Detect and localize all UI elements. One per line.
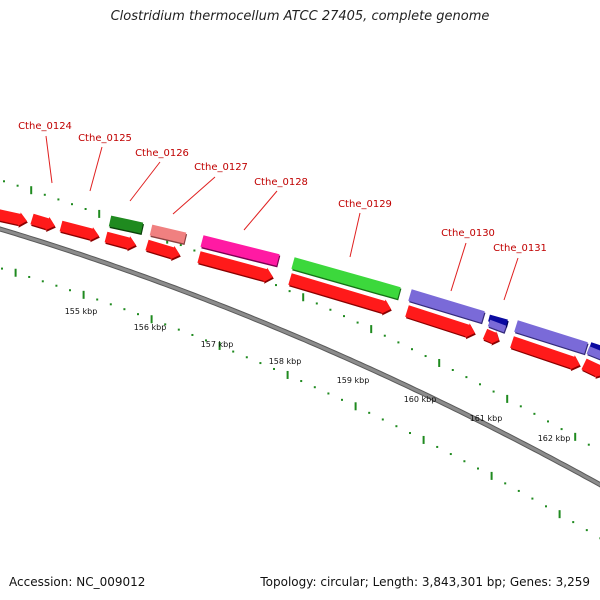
gene-block-body	[510, 336, 580, 370]
gene-block-body	[288, 273, 391, 314]
label-leader-line	[503, 257, 519, 301]
scale-label: 159 kbp	[337, 376, 370, 385]
gene-block-body	[108, 215, 144, 234]
gene-label: Cthe_0127	[194, 162, 248, 173]
gene-block-body	[487, 319, 507, 333]
gene-block	[510, 336, 581, 372]
gene-label: Cthe_0125	[78, 133, 132, 144]
gene-block	[59, 220, 100, 243]
gene-block	[487, 319, 507, 334]
gene-label: Cthe_0130	[441, 228, 495, 239]
gene-block-body	[291, 257, 401, 299]
label-leader-line	[45, 135, 53, 184]
gene-block	[288, 273, 392, 316]
outer-tick-ring	[3, 180, 590, 446]
backbone-line	[0, 227, 600, 487]
gene-label: Cthe_0128	[254, 177, 308, 188]
gene-block	[145, 239, 181, 261]
gene-block-body	[149, 224, 187, 244]
gene-block-body	[0, 209, 27, 227]
scale-label: 160 kbp	[404, 395, 437, 404]
gene-label: Cthe_0124	[18, 121, 72, 132]
feature-track	[0, 209, 600, 379]
gene-block	[0, 209, 28, 228]
label-leader-line	[450, 242, 467, 292]
scale-label: 157 kbp	[201, 340, 234, 349]
gene-block	[408, 289, 486, 325]
label-leader-line	[129, 161, 161, 202]
accession-text: Accession: NC_009012	[9, 575, 146, 589]
scale-labels: 155 kbp 156 kbp 157 kbp 158 kbp 159 kbp 160 k…	[65, 307, 571, 443]
gene-block	[581, 358, 600, 379]
gene-block	[149, 224, 188, 245]
gene-block	[104, 231, 137, 252]
gene-block-body	[408, 289, 485, 323]
gene-label: Cthe_0126	[135, 148, 189, 159]
gene-block-body	[581, 358, 600, 378]
gene-block-body	[104, 231, 136, 250]
label-leader-line	[89, 146, 103, 192]
gene-block	[200, 235, 281, 268]
gene-block-body	[482, 328, 499, 344]
gene-block-body	[145, 239, 180, 260]
scale-label: 156 kbp	[134, 323, 167, 332]
gene-block	[108, 215, 144, 235]
gene-block-body	[514, 320, 588, 354]
gene-block	[30, 213, 56, 232]
scale-label: 155 kbp	[65, 307, 98, 316]
map-title: Clostridium thermocellum ATCC 27405, com…	[110, 9, 490, 24]
gene-block-body	[405, 305, 475, 338]
gene-label: Cthe_0129	[338, 199, 392, 210]
inner-tick-ring	[1, 267, 600, 540]
scale-label: 161 kbp	[470, 414, 503, 423]
backbone	[0, 226, 600, 488]
gene-block-body	[586, 346, 600, 360]
scale-label: 162 kbp	[538, 434, 571, 443]
gene-block	[482, 328, 500, 346]
gene-block	[197, 251, 274, 284]
gene-block	[514, 320, 589, 356]
gene-block	[405, 305, 476, 340]
gene-block-body	[59, 220, 99, 241]
label-leader-line	[172, 176, 216, 215]
label-leader-line	[243, 190, 278, 231]
label-leaders	[45, 135, 519, 301]
gene-block-body	[488, 314, 508, 327]
label-leader-line	[349, 212, 361, 258]
gene-label: Cthe_0131	[493, 243, 547, 254]
scale-label: 158 kbp	[269, 357, 302, 366]
gene-block-body	[30, 213, 55, 231]
gene-block	[586, 346, 600, 361]
gene-block-body	[197, 251, 273, 283]
gene-block	[291, 257, 402, 301]
genome-summary-text: Topology: circular; Length: 3,843,301 bp…	[260, 575, 590, 589]
gene-block-body	[200, 235, 280, 266]
